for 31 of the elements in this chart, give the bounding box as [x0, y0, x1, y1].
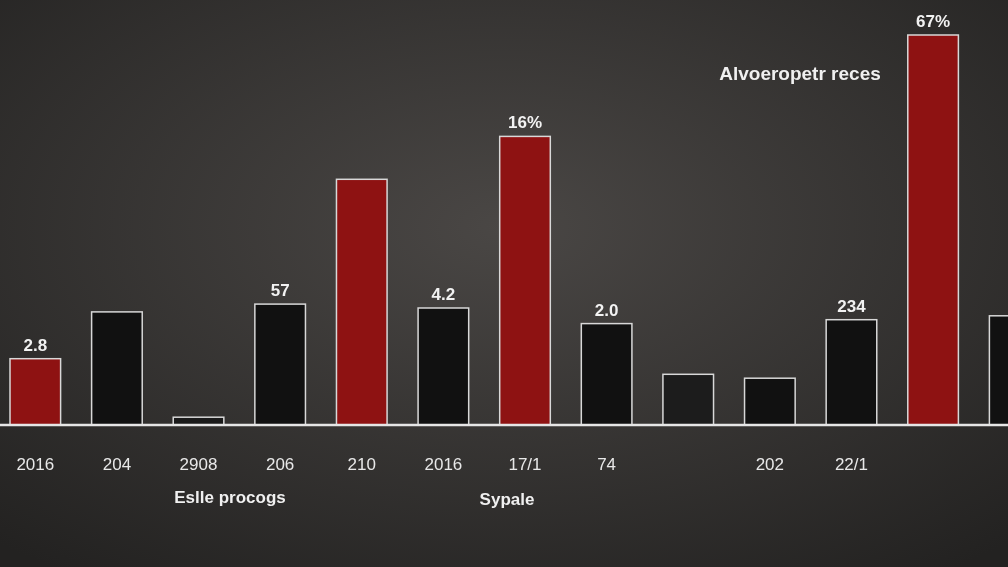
- bar: [825, 318, 878, 426]
- bar: [417, 307, 470, 426]
- annotation: 67%: [916, 12, 951, 31]
- bar: [907, 34, 960, 426]
- bar: [662, 373, 715, 426]
- bar: [498, 135, 552, 426]
- x-tick-label: 22/1: [834, 455, 869, 474]
- bar: [254, 303, 307, 426]
- x-tick-label: 74: [597, 455, 617, 474]
- x-tick-label: 204: [102, 455, 132, 474]
- bar: [580, 322, 633, 426]
- annotation: 57: [270, 281, 290, 301]
- x-tick-label: 17/1: [508, 455, 542, 474]
- bar: [9, 357, 62, 426]
- bar: [335, 178, 388, 426]
- x-tick-label: 202: [755, 455, 785, 474]
- annotation: 234: [837, 296, 867, 316]
- text: Eslle procogs: [174, 488, 286, 507]
- annotation: 16%: [507, 113, 543, 133]
- bar: [90, 311, 143, 426]
- x-tick-label: 2016: [16, 455, 55, 474]
- x-tick-label: 210: [347, 455, 376, 474]
- annotation: 2.0: [594, 300, 619, 320]
- bar: [743, 377, 796, 426]
- x-tick-label: 2016: [424, 455, 463, 474]
- x-tick-label: 2908: [179, 455, 218, 474]
- annotation: Alvoeropetr reces: [719, 63, 881, 84]
- x-tick-label: 206: [265, 455, 295, 474]
- annotation: 2.8: [23, 335, 48, 355]
- annotation: 4.2: [431, 285, 456, 304]
- text: Sypale: [479, 490, 535, 509]
